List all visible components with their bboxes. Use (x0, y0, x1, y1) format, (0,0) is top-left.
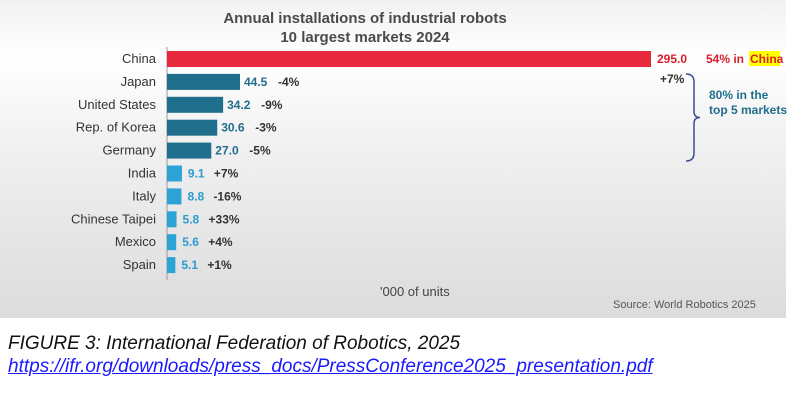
category-label-4: Germany (103, 143, 157, 158)
value-label-1: 44.5 (244, 75, 268, 89)
top5-annotation-line2: top 5 markets (709, 103, 787, 117)
value-label-9: 5.1 (181, 258, 198, 272)
change-label-5: +7% (214, 167, 239, 181)
value-label-2: 34.2 (227, 98, 251, 112)
change-label-4: -5% (249, 144, 271, 158)
change-label-6: -16% (213, 189, 241, 203)
value-label-5: 9.1 (188, 167, 205, 181)
change-label-8: +4% (208, 235, 233, 249)
value-label-7: 5.8 (183, 212, 200, 226)
bar-3 (167, 119, 218, 136)
top5-annotation-line1: 80% in the (709, 88, 769, 102)
bar-9 (167, 257, 176, 274)
value-label-0: 295.0 (657, 52, 687, 66)
units-label: '000 of units (380, 284, 450, 299)
bar-2 (167, 96, 224, 113)
value-label-4: 27.0 (215, 144, 239, 158)
value-label-6: 8.8 (187, 189, 204, 203)
category-label-1: Japan (121, 74, 156, 89)
bar-1 (167, 73, 241, 90)
category-label-0: China (122, 51, 157, 66)
change-label-0: +7% (660, 72, 685, 86)
figure-caption: FIGURE 3: International Federation of Ro… (8, 333, 461, 354)
change-label-9: +1% (207, 258, 232, 272)
bar-4 (167, 142, 212, 159)
bar-7 (167, 211, 177, 228)
category-label-8: Mexico (115, 234, 156, 249)
value-label-8: 5.6 (182, 235, 199, 249)
change-label-7: +33% (209, 212, 240, 226)
bar-chart: China 295.0 +7% Japan 44.5 -4% United States 34… (71, 47, 787, 280)
category-label-7: Chinese Taipei (71, 211, 156, 226)
bar-0 (167, 51, 651, 67)
chart-subtitle: 10 largest markets 2024 (280, 29, 450, 46)
value-label-3: 30.6 (221, 121, 245, 135)
source-link[interactable]: https://ifr.org/downloads/press_docs/Pre… (8, 356, 653, 377)
china-share-text: 54% in (706, 52, 744, 66)
change-label-3: -3% (255, 121, 277, 135)
change-label-2: -9% (261, 98, 283, 112)
top5-bracket (685, 73, 701, 162)
china-highlight (749, 51, 780, 66)
bar-6 (167, 188, 182, 205)
category-label-3: Rep. of Korea (76, 120, 157, 135)
chart-title: Annual installations of industrial robot… (223, 10, 507, 27)
change-label-1: -4% (278, 75, 300, 89)
category-label-6: Italy (132, 188, 156, 203)
category-label-2: United States (78, 97, 157, 112)
bar-8 (167, 234, 177, 251)
bar-5 (167, 165, 182, 182)
source-label: Source: World Robotics 2025 (613, 299, 756, 311)
category-label-9: Spain (123, 257, 156, 272)
category-label-5: India (128, 166, 157, 181)
china-share-highlight: China (750, 52, 784, 66)
